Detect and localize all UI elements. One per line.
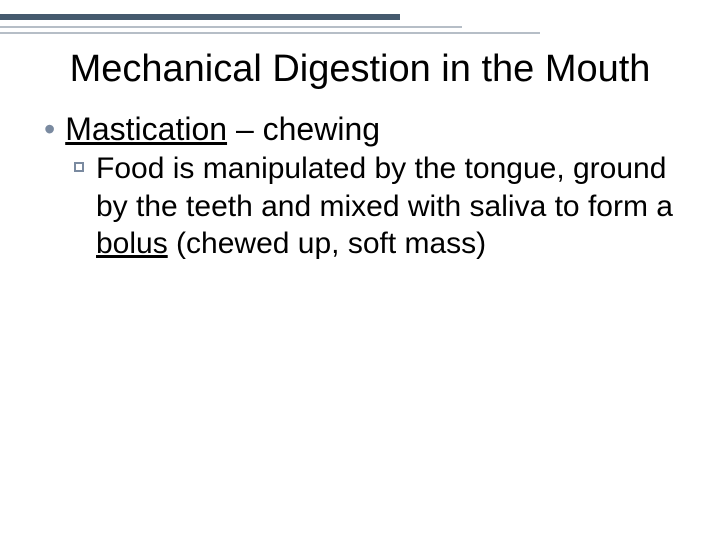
sub-post: (chewed up, soft mass) — [168, 227, 486, 260]
header-rule-light-2 — [0, 32, 540, 34]
bullet-dot-icon: • — [44, 110, 55, 148]
term-mastication: Mastication — [65, 111, 227, 147]
slide-body: Mechanical Digestion in the Mouth • Mast… — [0, 40, 720, 263]
bullet-level-1: • Mastication – chewing — [44, 110, 680, 148]
slide-title: Mechanical Digestion in the Mouth — [40, 48, 680, 92]
bullet-definition: – chewing — [227, 111, 380, 147]
header-rule-dark — [0, 14, 400, 20]
bullet-square-icon — [74, 162, 84, 172]
bullet-level-2: Food is manipulated by the tongue, groun… — [74, 150, 680, 263]
term-bolus: bolus — [96, 227, 168, 260]
bullet-text: Mastication – chewing — [65, 110, 380, 148]
sub-bullet-text: Food is manipulated by the tongue, groun… — [96, 150, 680, 263]
header-rule-light-1 — [0, 26, 462, 28]
sub-pre: Food is manipulated by the tongue, groun… — [96, 152, 673, 223]
